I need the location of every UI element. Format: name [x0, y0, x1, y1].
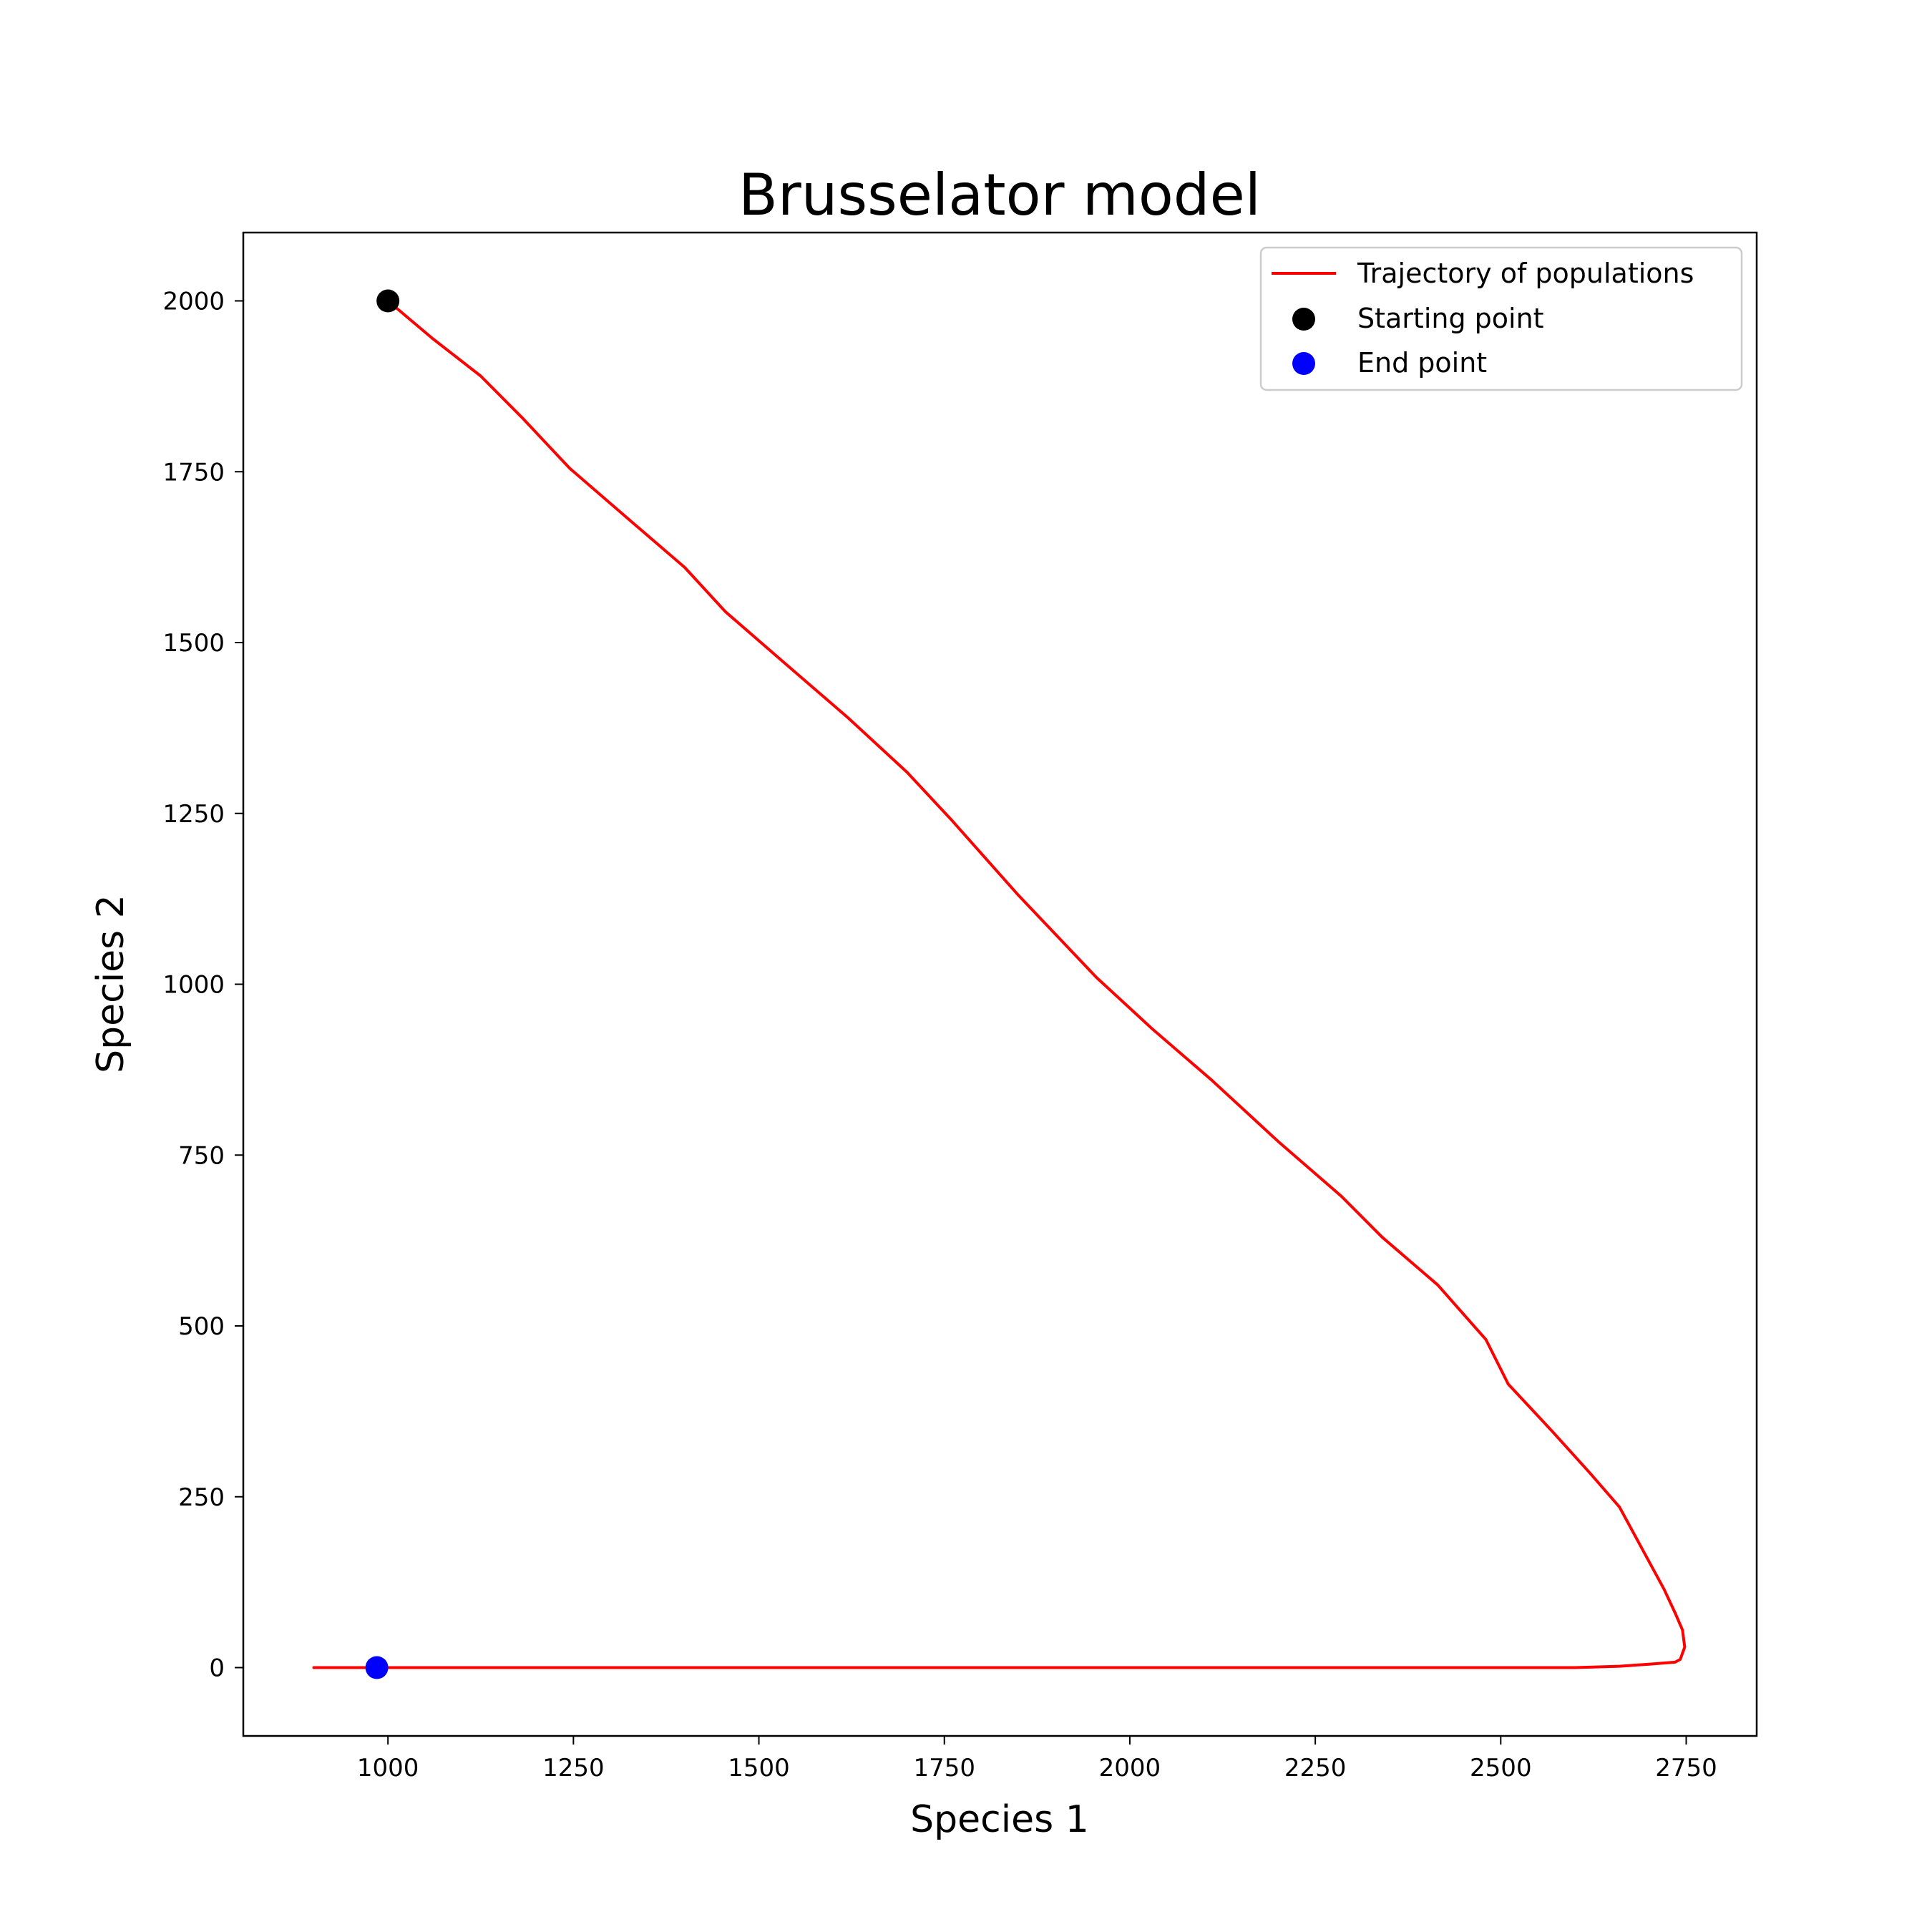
y-axis-label: Species 2: [89, 894, 132, 1073]
y-tick-label: 250: [178, 1483, 225, 1512]
legend-box: [1259, 246, 1743, 391]
x-tick-label: 1500: [728, 1754, 790, 1782]
starting-point-marker: [376, 289, 400, 313]
y-tick-label: 1750: [162, 458, 225, 487]
y-axis: 0 250 500 750 1000 1250 1500 1750 2000: [162, 288, 243, 1683]
y-tick-label: 1000: [162, 971, 225, 1000]
legend-start-marker: [1292, 308, 1315, 331]
x-tick-label: 1250: [542, 1754, 605, 1782]
legend: Trajectory of populations Starting point…: [1259, 246, 1743, 391]
x-tick-label: 1000: [357, 1754, 419, 1782]
x-tick-label: 2750: [1655, 1754, 1717, 1782]
legend-entry-end: End point: [1357, 347, 1487, 379]
end-point-marker: [365, 1656, 389, 1679]
x-axis-label: Species 1: [910, 1798, 1089, 1841]
y-tick-label: 1250: [162, 800, 225, 829]
x-axis: 1000 1250 1500 1750 2000 2250 2500 2750: [357, 1736, 1717, 1782]
y-tick-label: 2000: [162, 288, 225, 316]
x-tick-label: 2500: [1470, 1754, 1532, 1782]
x-tick-label: 2250: [1284, 1754, 1347, 1782]
legend-end-marker: [1292, 352, 1315, 375]
legend-entry-start: Starting point: [1357, 303, 1544, 334]
series-line-0: [312, 299, 1687, 1669]
chart-title: Brusselator model: [738, 162, 1261, 228]
x-tick-label: 1750: [913, 1754, 975, 1782]
y-tick-label: 1500: [162, 629, 225, 658]
y-tick-label: 0: [209, 1654, 225, 1683]
plot-area: [312, 289, 1687, 1679]
legend-entry-trajectory: Trajectory of populations: [1357, 258, 1694, 289]
y-tick-label: 500: [178, 1312, 225, 1341]
x-tick-label: 2000: [1099, 1754, 1161, 1782]
y-tick-label: 750: [178, 1141, 225, 1170]
